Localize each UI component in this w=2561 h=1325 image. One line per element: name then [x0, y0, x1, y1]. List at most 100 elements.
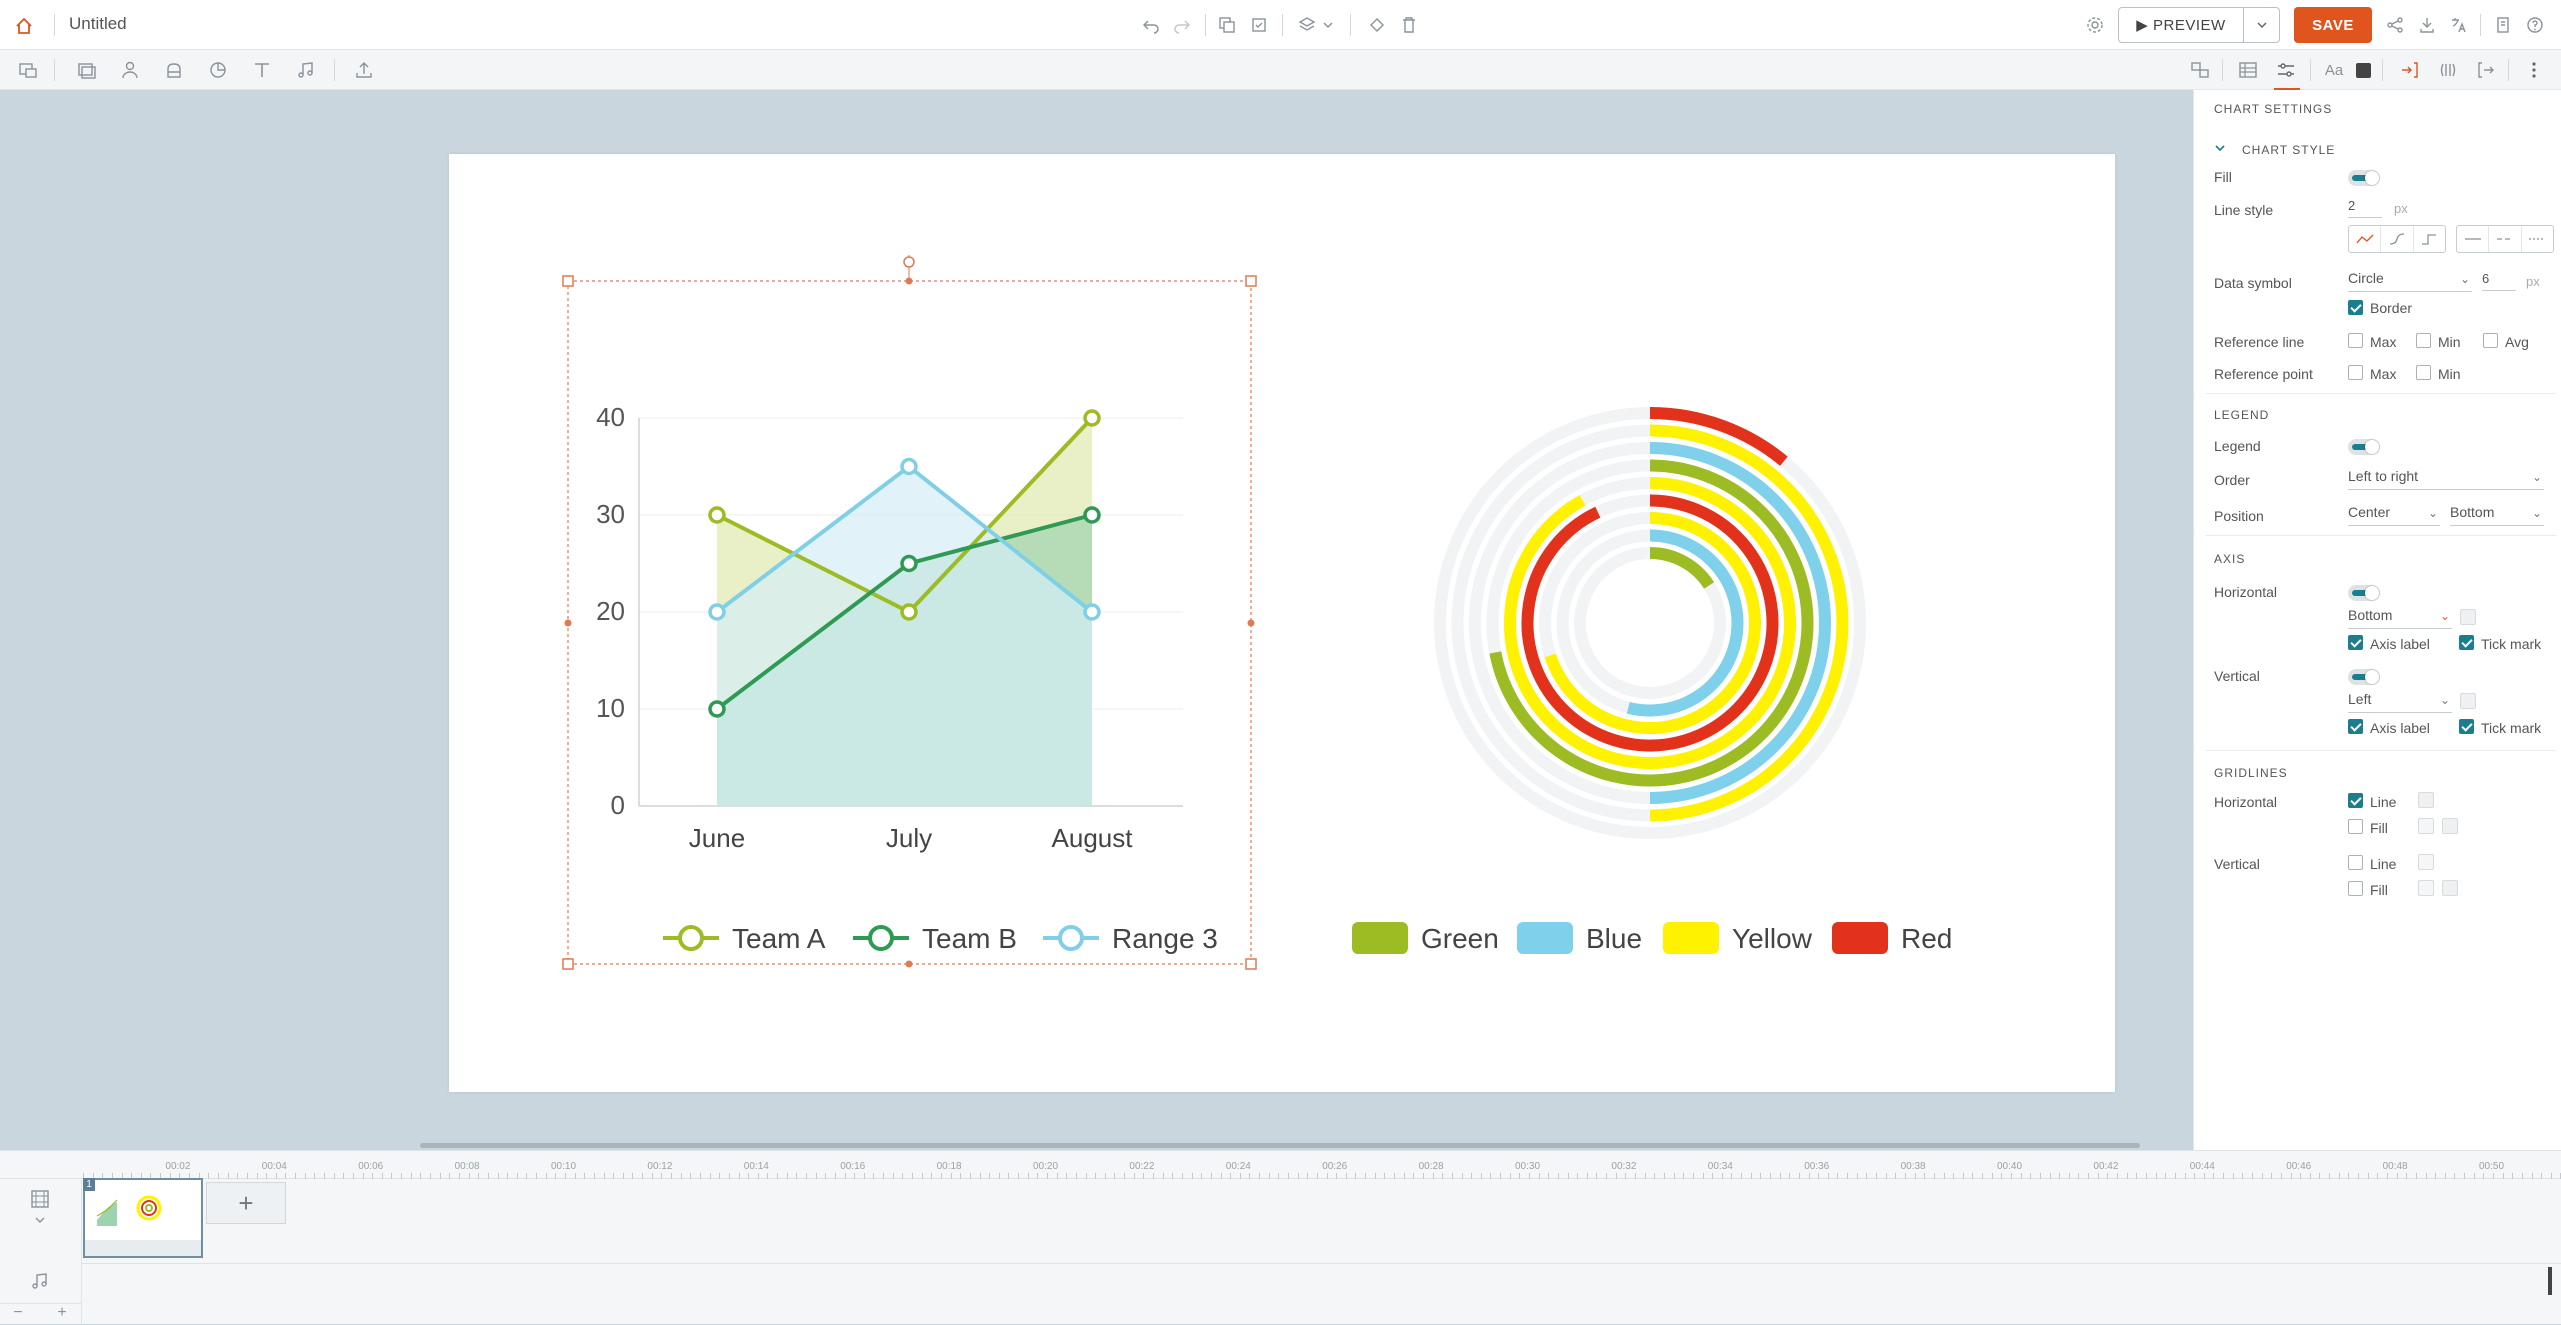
rotate-handle[interactable]: [903, 256, 915, 268]
ref-point-max-checkbox[interactable]: [2348, 365, 2363, 380]
position-vertical-select[interactable]: Bottom ⌄: [2450, 504, 2544, 526]
vertical-axis-position-select[interactable]: Left ⌄: [2348, 691, 2452, 713]
v-grid-line-color-swatch[interactable]: [2418, 854, 2434, 870]
h-grid-fill-checkbox[interactable]: [2348, 819, 2363, 834]
slide-thumbnail[interactable]: [83, 1178, 203, 1258]
v-grid-line-checkbox[interactable]: [2348, 855, 2363, 870]
music-icon[interactable]: [294, 59, 318, 81]
text-icon[interactable]: [250, 59, 274, 81]
layers-icon[interactable]: [1296, 14, 1318, 36]
v-grid-fill-color-swatch[interactable]: [2418, 880, 2434, 896]
order-select[interactable]: Left to right ⌄: [2348, 468, 2544, 490]
position-horizontal-select[interactable]: Center ⌄: [2348, 504, 2440, 526]
ref-line-avg-checkbox[interactable]: [2483, 333, 2498, 348]
save-button[interactable]: SAVE: [2294, 7, 2372, 43]
home-icon[interactable]: [12, 14, 36, 38]
border-checkbox[interactable]: [2348, 300, 2363, 315]
area-chart[interactable]: 0 10 20 30 40 June July August Team A Team B Range…: [596, 402, 1218, 954]
horizontal-axis-color-swatch[interactable]: [2460, 609, 2476, 625]
background-icon[interactable]: [74, 59, 98, 81]
sliders-icon[interactable]: [2274, 59, 2298, 81]
chart-icon[interactable]: [206, 59, 230, 81]
table-icon[interactable]: [2236, 59, 2260, 81]
paint-bucket-icon[interactable]: [1366, 14, 1388, 36]
timeline-end-marker[interactable]: [2548, 1267, 2552, 1295]
download-icon[interactable]: [2416, 14, 2438, 36]
props-icon[interactable]: [162, 59, 186, 81]
chevron-down-icon[interactable]: [32, 1213, 48, 1227]
zoom-in-icon[interactable]: +: [57, 1304, 67, 1321]
emphasis-animation-icon[interactable]: [2436, 59, 2460, 81]
h-grid-fill-color-swatch[interactable]: [2418, 818, 2434, 834]
undo-icon[interactable]: [1140, 14, 1162, 36]
chevron-down-icon[interactable]: [2243, 8, 2279, 42]
line-width-input[interactable]: 2: [2348, 198, 2382, 218]
vertical-axis-color-swatch[interactable]: [2460, 693, 2476, 709]
document-title[interactable]: Untitled: [69, 14, 127, 33]
more-vertical-icon[interactable]: [2522, 59, 2546, 81]
film-icon[interactable]: [28, 1187, 52, 1211]
dashed-line-icon[interactable]: [2489, 226, 2522, 252]
resize-handle[interactable]: [1245, 275, 1257, 287]
slide-canvas[interactable]: 0 10 20 30 40 June July August Team A Team B Range…: [449, 154, 2115, 1092]
resize-handle[interactable]: [1245, 958, 1257, 970]
h-grid-fill-color-swatch[interactable]: [2442, 818, 2458, 834]
slides-icon[interactable]: [16, 59, 40, 81]
resize-handle[interactable]: [562, 958, 574, 970]
chevron-down-icon[interactable]: [1320, 14, 1336, 36]
fill-toggle[interactable]: [2348, 170, 2380, 186]
data-symbol-select[interactable]: Circle ⌄: [2348, 270, 2472, 292]
chevron-down-icon[interactable]: [2214, 142, 2226, 154]
step-line-icon[interactable]: [2414, 226, 2445, 252]
color-swatch[interactable]: [2356, 63, 2371, 78]
ref-point-min-checkbox[interactable]: [2416, 365, 2431, 380]
preview-button[interactable]: ▶ PREVIEW: [2118, 7, 2280, 43]
selection-box[interactable]: [562, 255, 1257, 970]
help-icon[interactable]: [2524, 14, 2546, 36]
translate-icon[interactable]: [2448, 14, 2470, 36]
h-grid-line-checkbox[interactable]: [2348, 793, 2363, 808]
time-ruler[interactable]: 00:02 00:04 00:06 00:08 00:10 00:12 00:14 00:16…: [0, 1151, 2561, 1179]
v-tick-mark-checkbox[interactable]: [2459, 719, 2474, 734]
solid-line-icon[interactable]: [2457, 226, 2490, 252]
v-grid-fill-checkbox[interactable]: [2348, 881, 2363, 896]
resize-handle[interactable]: [905, 960, 913, 968]
vertical-axis-toggle[interactable]: [2348, 669, 2380, 685]
horizontal-scrollbar[interactable]: [420, 1143, 2140, 1148]
h-axis-label-checkbox[interactable]: [2348, 635, 2363, 650]
trash-icon[interactable]: [1398, 14, 1420, 36]
h-grid-line-color-swatch[interactable]: [2418, 792, 2434, 808]
font-icon[interactable]: Aa: [2324, 61, 2344, 79]
resize-handle[interactable]: [1247, 619, 1255, 627]
ref-line-max-checkbox[interactable]: [2348, 333, 2363, 348]
character-icon[interactable]: [118, 59, 142, 81]
zoom-out-icon[interactable]: −: [13, 1304, 23, 1321]
redo-icon[interactable]: [1171, 14, 1193, 36]
h-tick-mark-checkbox[interactable]: [2459, 635, 2474, 650]
resize-handle[interactable]: [562, 275, 574, 287]
swap-chart-icon[interactable]: [2188, 59, 2212, 81]
v-axis-label-checkbox[interactable]: [2348, 719, 2363, 734]
symbol-size-input[interactable]: 6: [2482, 271, 2516, 291]
copy-icon[interactable]: [1216, 14, 1238, 36]
straight-line-icon[interactable]: [2349, 226, 2382, 252]
horizontal-axis-toggle[interactable]: [2348, 585, 2380, 601]
share-icon[interactable]: [2384, 14, 2406, 36]
horizontal-axis-position-select[interactable]: Bottom ⌄: [2348, 607, 2452, 629]
exit-animation-icon[interactable]: [2474, 59, 2498, 81]
paste-icon[interactable]: [1248, 14, 1270, 36]
legend-toggle[interactable]: [2348, 439, 2380, 455]
resize-handle[interactable]: [905, 277, 913, 285]
gear-icon[interactable]: [2084, 14, 2106, 36]
enter-animation-icon[interactable]: [2398, 59, 2422, 81]
dotted-line-icon[interactable]: [2522, 226, 2553, 252]
resize-handle[interactable]: [564, 619, 572, 627]
radial-bar-chart[interactable]: Green Blue Yellow Red: [1352, 407, 1952, 954]
curved-line-icon[interactable]: [2381, 226, 2414, 252]
v-grid-fill-color-swatch[interactable]: [2442, 880, 2458, 896]
notes-icon[interactable]: [2492, 14, 2514, 36]
add-slide-button[interactable]: +: [206, 1182, 286, 1224]
upload-icon[interactable]: [352, 59, 376, 81]
music-track-icon[interactable]: [28, 1269, 52, 1293]
ref-line-min-checkbox[interactable]: [2416, 333, 2431, 348]
